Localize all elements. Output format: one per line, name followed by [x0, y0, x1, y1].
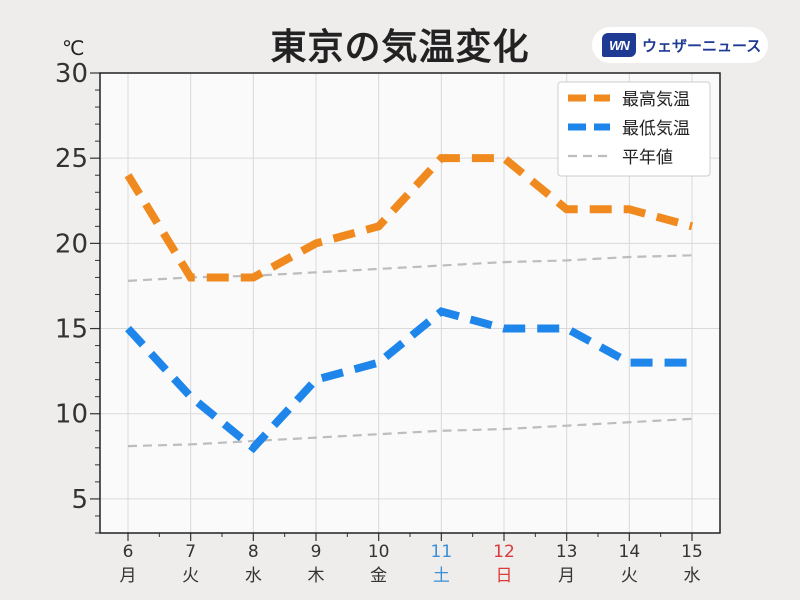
- x-tick-label-day: 12: [493, 542, 515, 562]
- x-tick-label-weekday: 日: [496, 566, 513, 586]
- x-tick-label-day: 7: [185, 542, 196, 562]
- y-tick-label: 5: [71, 485, 88, 515]
- x-tick-label-weekday: 月: [120, 566, 137, 586]
- x-tick-label-weekday: 火: [182, 566, 199, 586]
- x-tick-label-day: 11: [431, 542, 453, 562]
- legend-label-low: 最低気温: [622, 119, 690, 139]
- legend-label-high: 最高気温: [622, 90, 690, 110]
- x-tick-label-day: 15: [681, 542, 703, 562]
- x-tick-label-weekday: 土: [433, 566, 450, 586]
- weathernews-logo-mark: WN: [602, 33, 636, 57]
- x-tick-label-day: 6: [123, 542, 134, 562]
- weathernews-logo: WN ウェザーニュース: [592, 27, 768, 63]
- x-tick-label-day: 10: [368, 542, 390, 562]
- x-tick-label-day: 9: [311, 542, 322, 562]
- weathernews-logo-text: ウェザーニュース: [642, 36, 762, 55]
- y-tick-label: 10: [55, 400, 88, 430]
- y-tick-label: 25: [55, 144, 88, 174]
- x-tick-label-day: 14: [619, 542, 641, 562]
- y-axis-unit-label: ℃: [62, 36, 85, 60]
- plot-frame: [99, 72, 721, 534]
- x-tick-label-day: 13: [556, 542, 578, 562]
- x-tick-label-weekday: 金: [370, 566, 387, 586]
- chart-title: 東京の気温変化: [270, 27, 530, 68]
- x-tick-label-weekday: 水: [245, 566, 262, 586]
- series-line-high: [124, 154, 694, 282]
- x-tick-label-weekday: 月: [558, 566, 575, 586]
- legend-box: [557, 81, 711, 177]
- series-line-normal: [127, 417, 693, 448]
- x-tick-label-weekday: 木: [308, 566, 325, 586]
- y-tick-label: 30: [55, 59, 88, 89]
- x-tick-label-day: 8: [248, 542, 259, 562]
- x-tick-label-weekday: 火: [621, 566, 638, 586]
- y-tick-label: 15: [55, 315, 88, 345]
- legend-label-normal: 平年値: [622, 148, 673, 168]
- x-tick-label-weekday: 水: [684, 566, 701, 586]
- y-tick-label: 20: [55, 229, 88, 259]
